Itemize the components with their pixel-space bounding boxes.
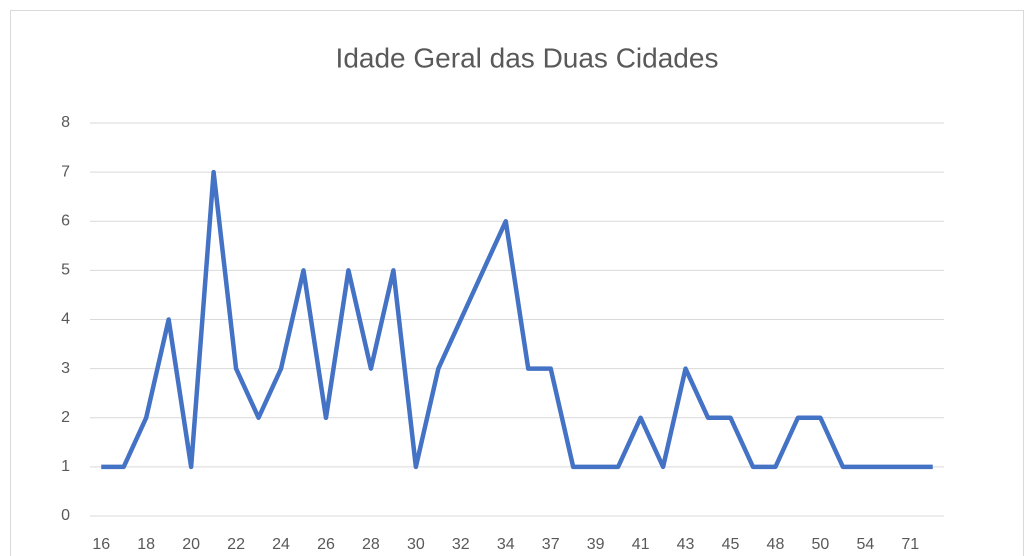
x-tick-label: 54: [856, 536, 874, 553]
x-tick-label: 37: [542, 536, 560, 553]
x-tick-label: 30: [407, 536, 425, 553]
x-tick-label: 26: [317, 536, 335, 553]
x-tick-label: 20: [182, 536, 200, 553]
y-tick-label: 2: [61, 409, 70, 426]
x-tick-label: 24: [272, 536, 290, 553]
x-tick-label: 16: [92, 536, 110, 553]
y-tick-label: 7: [61, 163, 70, 180]
x-tick-label: 41: [632, 536, 650, 553]
x-tick-label: 50: [811, 536, 829, 553]
x-tick-label: 18: [137, 536, 155, 553]
x-tick-label: 39: [587, 536, 605, 553]
x-tick-label: 71: [901, 536, 919, 553]
y-tick-label: 8: [61, 114, 70, 131]
data-line: [101, 169, 933, 470]
x-tick-label: 45: [722, 536, 740, 553]
chart-title: Idade Geral das Duas Cidades: [336, 42, 719, 73]
x-tick-label: 22: [227, 536, 245, 553]
y-tick-label: 5: [61, 262, 70, 279]
y-tick-label: 0: [61, 507, 70, 524]
x-tick-label: 34: [497, 536, 515, 553]
y-tick-label: 6: [61, 212, 70, 229]
x-tick-label: 48: [767, 536, 785, 553]
y-tick-label: 3: [61, 360, 70, 377]
x-tick-label: 32: [452, 536, 470, 553]
y-tick-label: 4: [61, 311, 70, 328]
x-tick-label: 28: [362, 536, 380, 553]
x-tick-label: 43: [677, 536, 695, 553]
y-tick-label: 1: [61, 458, 70, 475]
